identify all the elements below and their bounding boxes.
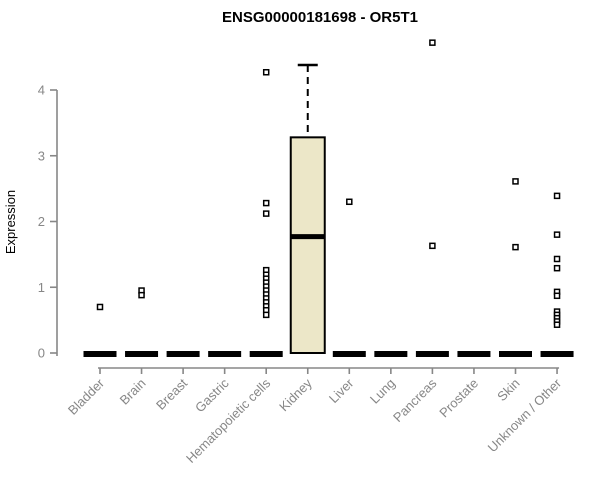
outlier-point [553, 192, 561, 200]
y-tick-label: 4 [38, 83, 45, 98]
x-tick-label: Lung [367, 376, 398, 407]
x-tick-label: Bladder [65, 375, 108, 418]
outlier-point [262, 199, 270, 207]
outlier-point [553, 264, 561, 272]
y-tick-label: 1 [38, 280, 45, 295]
x-tick-label: Liver [326, 375, 357, 406]
outlier-point [553, 255, 561, 263]
outlier-point [346, 198, 353, 206]
y-tick-label: 2 [38, 214, 45, 229]
x-tick-label: Gastric [192, 375, 232, 415]
x-tick-label: Brain [117, 376, 149, 408]
outlier-point [262, 311, 270, 319]
y-tick-label: 0 [38, 346, 45, 361]
outlier-point [96, 303, 104, 311]
chart-title: ENSG00000181698 - OR5T1 [222, 9, 418, 26]
x-tick-label: Skin [494, 376, 522, 404]
outlier-point [262, 68, 270, 76]
outlier-point [429, 242, 436, 250]
outlier-point [512, 178, 519, 185]
x-tick-label: Pancreas [390, 375, 440, 425]
outlier-point [553, 321, 561, 328]
outlier-point [138, 291, 145, 299]
outlier-point [553, 292, 561, 300]
outlier-point [262, 210, 270, 217]
x-tick-label: Unknown / Other [485, 375, 565, 455]
outlier-point [553, 231, 561, 238]
outlier-point [429, 39, 436, 46]
x-tick-label: Prostate [436, 376, 481, 421]
x-tick-label: Kidney [276, 375, 315, 414]
box [289, 136, 326, 354]
x-tick-label: Breast [153, 375, 190, 412]
y-tick-label: 3 [38, 148, 45, 163]
y-axis-title: Expression [3, 190, 18, 254]
outlier-point [512, 243, 519, 251]
